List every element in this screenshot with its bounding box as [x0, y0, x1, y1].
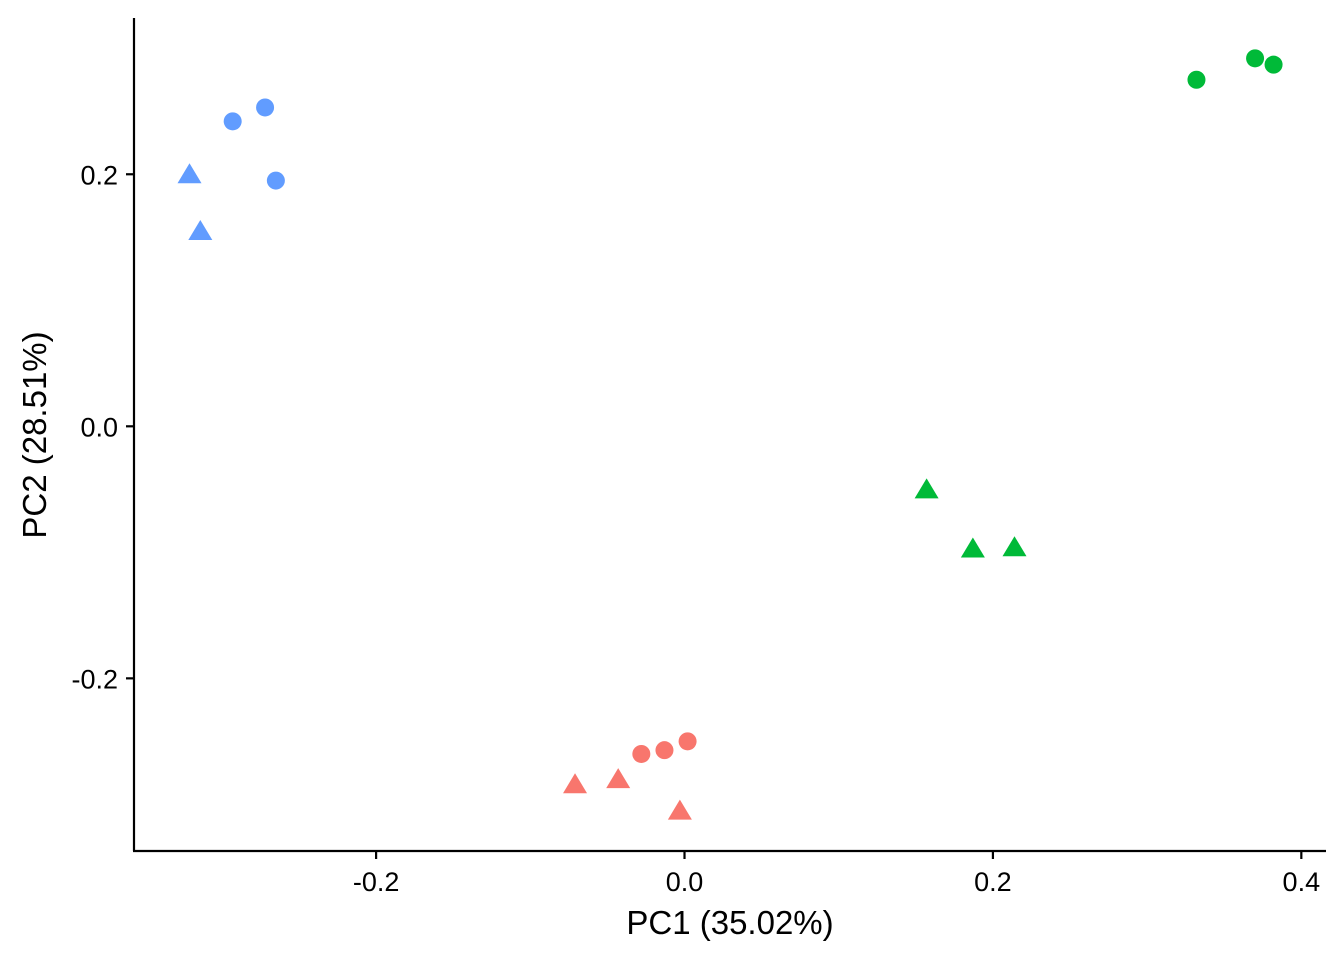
y-axis-title: PC2 (28.51%): [16, 331, 53, 538]
series-1: [914, 49, 1283, 558]
x-tick-label: 0.4: [1283, 867, 1321, 897]
x-tick-label: 0.2: [974, 867, 1012, 897]
data-point-triangle: [606, 768, 631, 789]
data-point-triangle: [1002, 536, 1027, 557]
data-point-circle: [632, 744, 651, 763]
data-point-circle: [256, 98, 275, 117]
data-point-circle: [1187, 70, 1206, 89]
y-tick-label: 0.2: [80, 160, 118, 190]
data-point-triangle: [667, 799, 692, 820]
y-tick-label: -0.2: [71, 664, 118, 694]
x-tick-label: -0.2: [353, 867, 400, 897]
data-point-circle: [223, 112, 242, 131]
data-point-circle: [1246, 49, 1265, 68]
data-point-circle: [1264, 55, 1283, 74]
x-axis-title: PC1 (35.02%): [626, 904, 833, 941]
data-point-triangle: [914, 478, 939, 499]
data-point-circle: [678, 732, 697, 751]
x-tick-label: 0.0: [666, 867, 704, 897]
data-point-circle: [266, 171, 285, 190]
data-point-circle: [655, 741, 674, 760]
data-point-triangle: [177, 163, 202, 184]
y-axis-ticks: -0.2 0.0 0.2: [71, 160, 134, 694]
data-point-triangle: [960, 537, 985, 558]
series-2: [177, 98, 285, 240]
y-tick-label: 0.0: [80, 412, 118, 442]
plot-area: [177, 49, 1283, 820]
data-point-triangle: [188, 219, 213, 240]
x-axis-ticks: -0.2 0.0 0.2 0.4: [353, 851, 1320, 897]
series-0: [563, 732, 697, 820]
data-point-triangle: [563, 773, 588, 794]
